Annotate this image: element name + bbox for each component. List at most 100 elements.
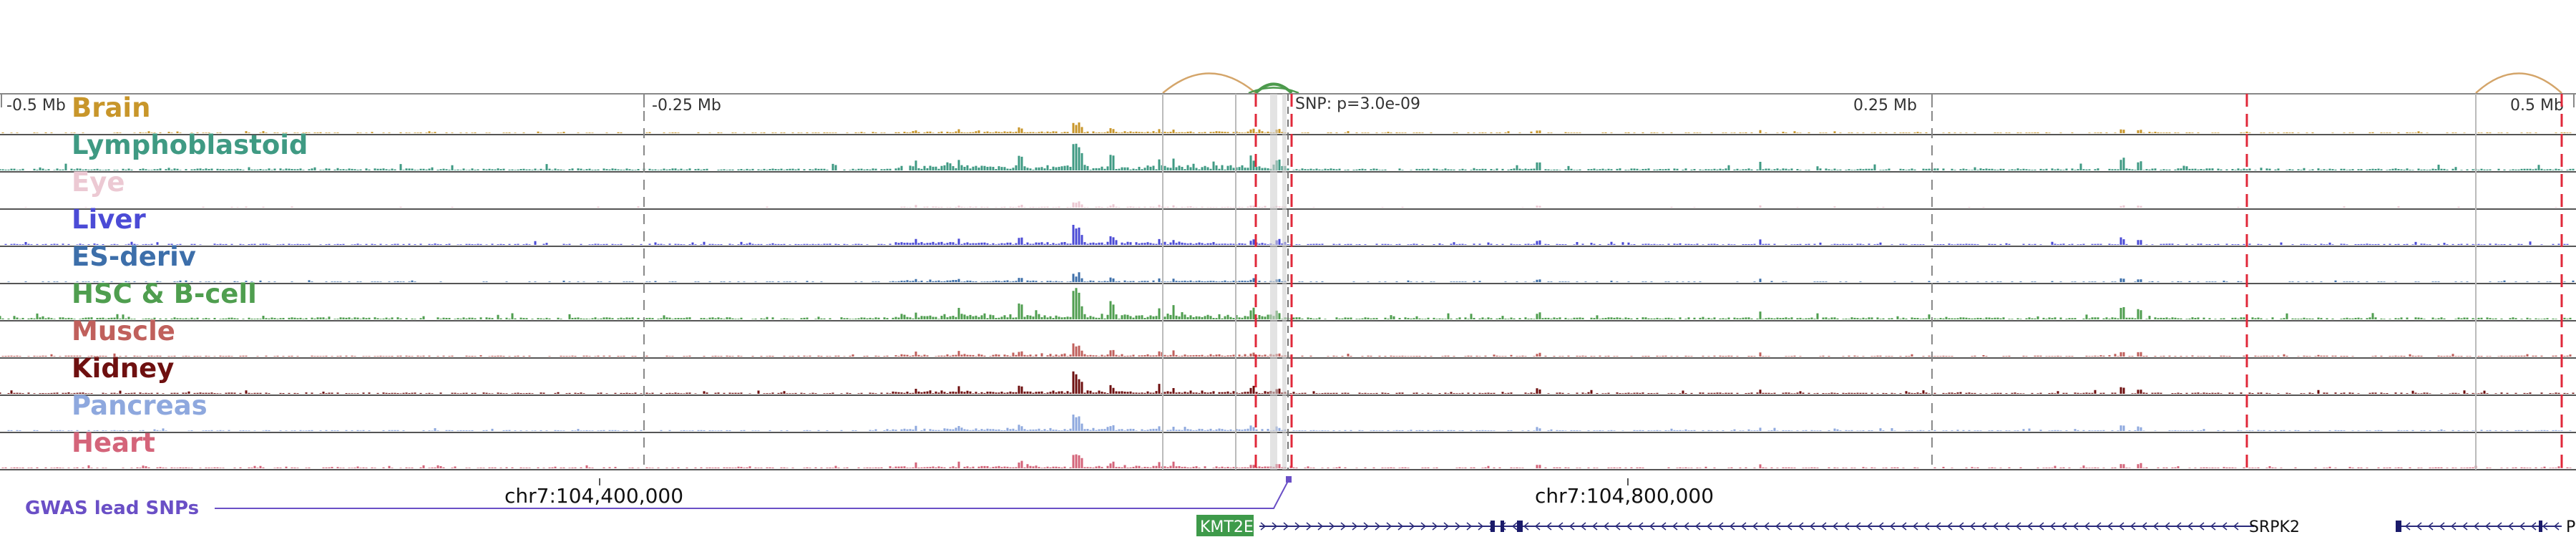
snp-label: SNP: p=3.0e-09 [1295, 95, 1420, 113]
track-signal [7, 415, 2572, 431]
strand-arrow [2496, 522, 2502, 531]
strand-arrow [1672, 522, 1678, 531]
strand-arrow [1797, 522, 1804, 531]
strand-arrow [1740, 522, 1747, 531]
strand-arrow [1409, 522, 1415, 531]
track-signal [7, 272, 2575, 282]
track-label: Muscle [72, 316, 175, 347]
strand-arrow [1660, 522, 1667, 531]
strand-arrow [2404, 522, 2411, 531]
ruler-label: 0.5 Mb [2510, 97, 2564, 115]
strand-arrow [1317, 522, 1324, 531]
ruler-label: -0.5 Mb [6, 97, 66, 115]
strand-arrow [1752, 522, 1758, 531]
strand-arrow [2542, 522, 2548, 531]
track-signal [24, 201, 2557, 208]
track: Pancreas [0, 390, 2576, 433]
strand-arrow [1603, 522, 1609, 531]
gwas-snp-marker [1286, 476, 1292, 483]
strand-arrow [2072, 522, 2079, 531]
track: Eye [0, 167, 2576, 210]
strand-arrow [2141, 522, 2147, 531]
strand-arrow [1523, 522, 1529, 531]
loop-arc [1162, 72, 1257, 94]
gene-exon [1517, 521, 1523, 532]
strand-arrow [1729, 522, 1735, 531]
strand-arrow [1649, 522, 1655, 531]
strand-arrow [1969, 522, 1976, 531]
strand-arrow [1329, 522, 1335, 531]
coordinate-label: chr7:104,400,000 [504, 484, 683, 508]
strand-arrow [1340, 522, 1347, 531]
track: Kidney [0, 353, 2576, 396]
strand-arrow [2484, 522, 2491, 531]
strand-arrow [2450, 522, 2457, 531]
strand-arrow [1420, 522, 1427, 531]
strand-arrow [1614, 522, 1621, 531]
strand-arrow [1466, 522, 1473, 531]
strand-arrow [1706, 522, 1712, 531]
track-label: Kidney [72, 353, 174, 384]
strand-arrow [1923, 522, 1930, 531]
strand-arrow [1397, 522, 1404, 531]
strand-arrow [1843, 522, 1850, 531]
strand-arrow [2462, 522, 2468, 531]
strand-arrow [1832, 522, 1838, 531]
strand-arrow [2221, 522, 2228, 531]
strand-arrow [2553, 522, 2560, 531]
strand-arrow [2015, 522, 2021, 531]
strand-arrow [1786, 522, 1792, 531]
track: HSC & B-cell [0, 279, 2576, 321]
strand-arrow [1901, 522, 1907, 531]
strand-arrow [1694, 522, 1701, 531]
strand-arrow [1981, 522, 1987, 531]
strand-arrow [2095, 522, 2102, 531]
strand-arrow [1637, 522, 1644, 531]
strand-arrow [1260, 522, 1267, 531]
strand-arrow [1946, 522, 1953, 531]
strand-arrow [2164, 522, 2170, 531]
track-label: Eye [72, 167, 125, 198]
strand-arrow [1534, 522, 1541, 531]
track-label: HSC & B-cell [72, 279, 257, 309]
ruler-label: 0.25 Mb [1853, 97, 1917, 115]
strand-arrow [1809, 522, 1815, 531]
track: ES-deriv [0, 241, 2576, 284]
strand-arrow [2233, 522, 2239, 531]
strand-arrow [1935, 522, 1941, 531]
gene-exon [2539, 521, 2542, 532]
track-signal [4, 225, 2569, 245]
strand-arrow [1546, 522, 1552, 531]
strand-arrow [1683, 522, 1689, 531]
strand-arrow [1557, 522, 1563, 531]
gene-exon [1501, 521, 1504, 532]
strand-arrow [1866, 522, 1873, 531]
gene-exon [1491, 521, 1495, 532]
track-signal [0, 143, 2575, 170]
track-label: Heart [72, 427, 155, 458]
overlays [643, 94, 2563, 470]
gene-exon [2396, 521, 2401, 532]
track-list: Brain Lymphoblastoid Eye Liver ES-deriv HSC &… [0, 92, 2576, 470]
strand-arrow [1443, 522, 1450, 531]
track-label: Brain [72, 92, 150, 123]
track-label: Pancreas [72, 390, 208, 421]
coordinate-label: chr7:104,800,000 [1535, 484, 1714, 508]
strand-arrow [1992, 522, 1999, 531]
strand-arrow [2129, 522, 2136, 531]
strand-arrow [1352, 522, 1358, 531]
strand-arrow [1763, 522, 1770, 531]
strand-arrow [2439, 522, 2445, 531]
strand-arrow [2427, 522, 2434, 531]
strand-arrow [2187, 522, 2193, 531]
strand-arrow [1386, 522, 1392, 531]
chromatin-loops [1162, 72, 2562, 95]
strand-arrow [1591, 522, 1598, 531]
strand-arrow [1568, 522, 1575, 531]
strand-arrow [1820, 522, 1827, 531]
strand-arrow [1889, 522, 1896, 531]
strand-arrow [1294, 522, 1301, 531]
track-signal [0, 288, 2572, 319]
track-label: ES-deriv [72, 241, 196, 272]
strand-arrow [1306, 522, 1312, 531]
